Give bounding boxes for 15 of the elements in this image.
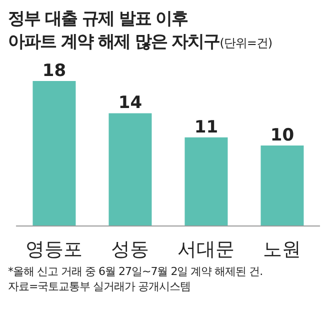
x-tick-label: 영등포: [26, 238, 82, 260]
bar: [32, 81, 76, 226]
data-label: 18: [42, 61, 66, 81]
data-label: 10: [270, 125, 294, 146]
x-tick-label: 서대문: [178, 238, 234, 260]
bar: [260, 145, 304, 226]
chart-subtitle: (단위=건): [220, 36, 272, 50]
data-label: 11: [194, 117, 218, 138]
bar: [108, 113, 152, 226]
text: *올해 신고 거래 중 6월 27일~7월 2일 계약 해제된 건.: [8, 264, 264, 279]
x-tick-label: 노원: [263, 238, 301, 260]
text: 자료=국토교통부 실거래가 공개시스템: [8, 279, 192, 294]
bar: [184, 137, 228, 226]
x-tick-label: 성동: [111, 238, 149, 260]
data-label: 14: [118, 93, 142, 114]
